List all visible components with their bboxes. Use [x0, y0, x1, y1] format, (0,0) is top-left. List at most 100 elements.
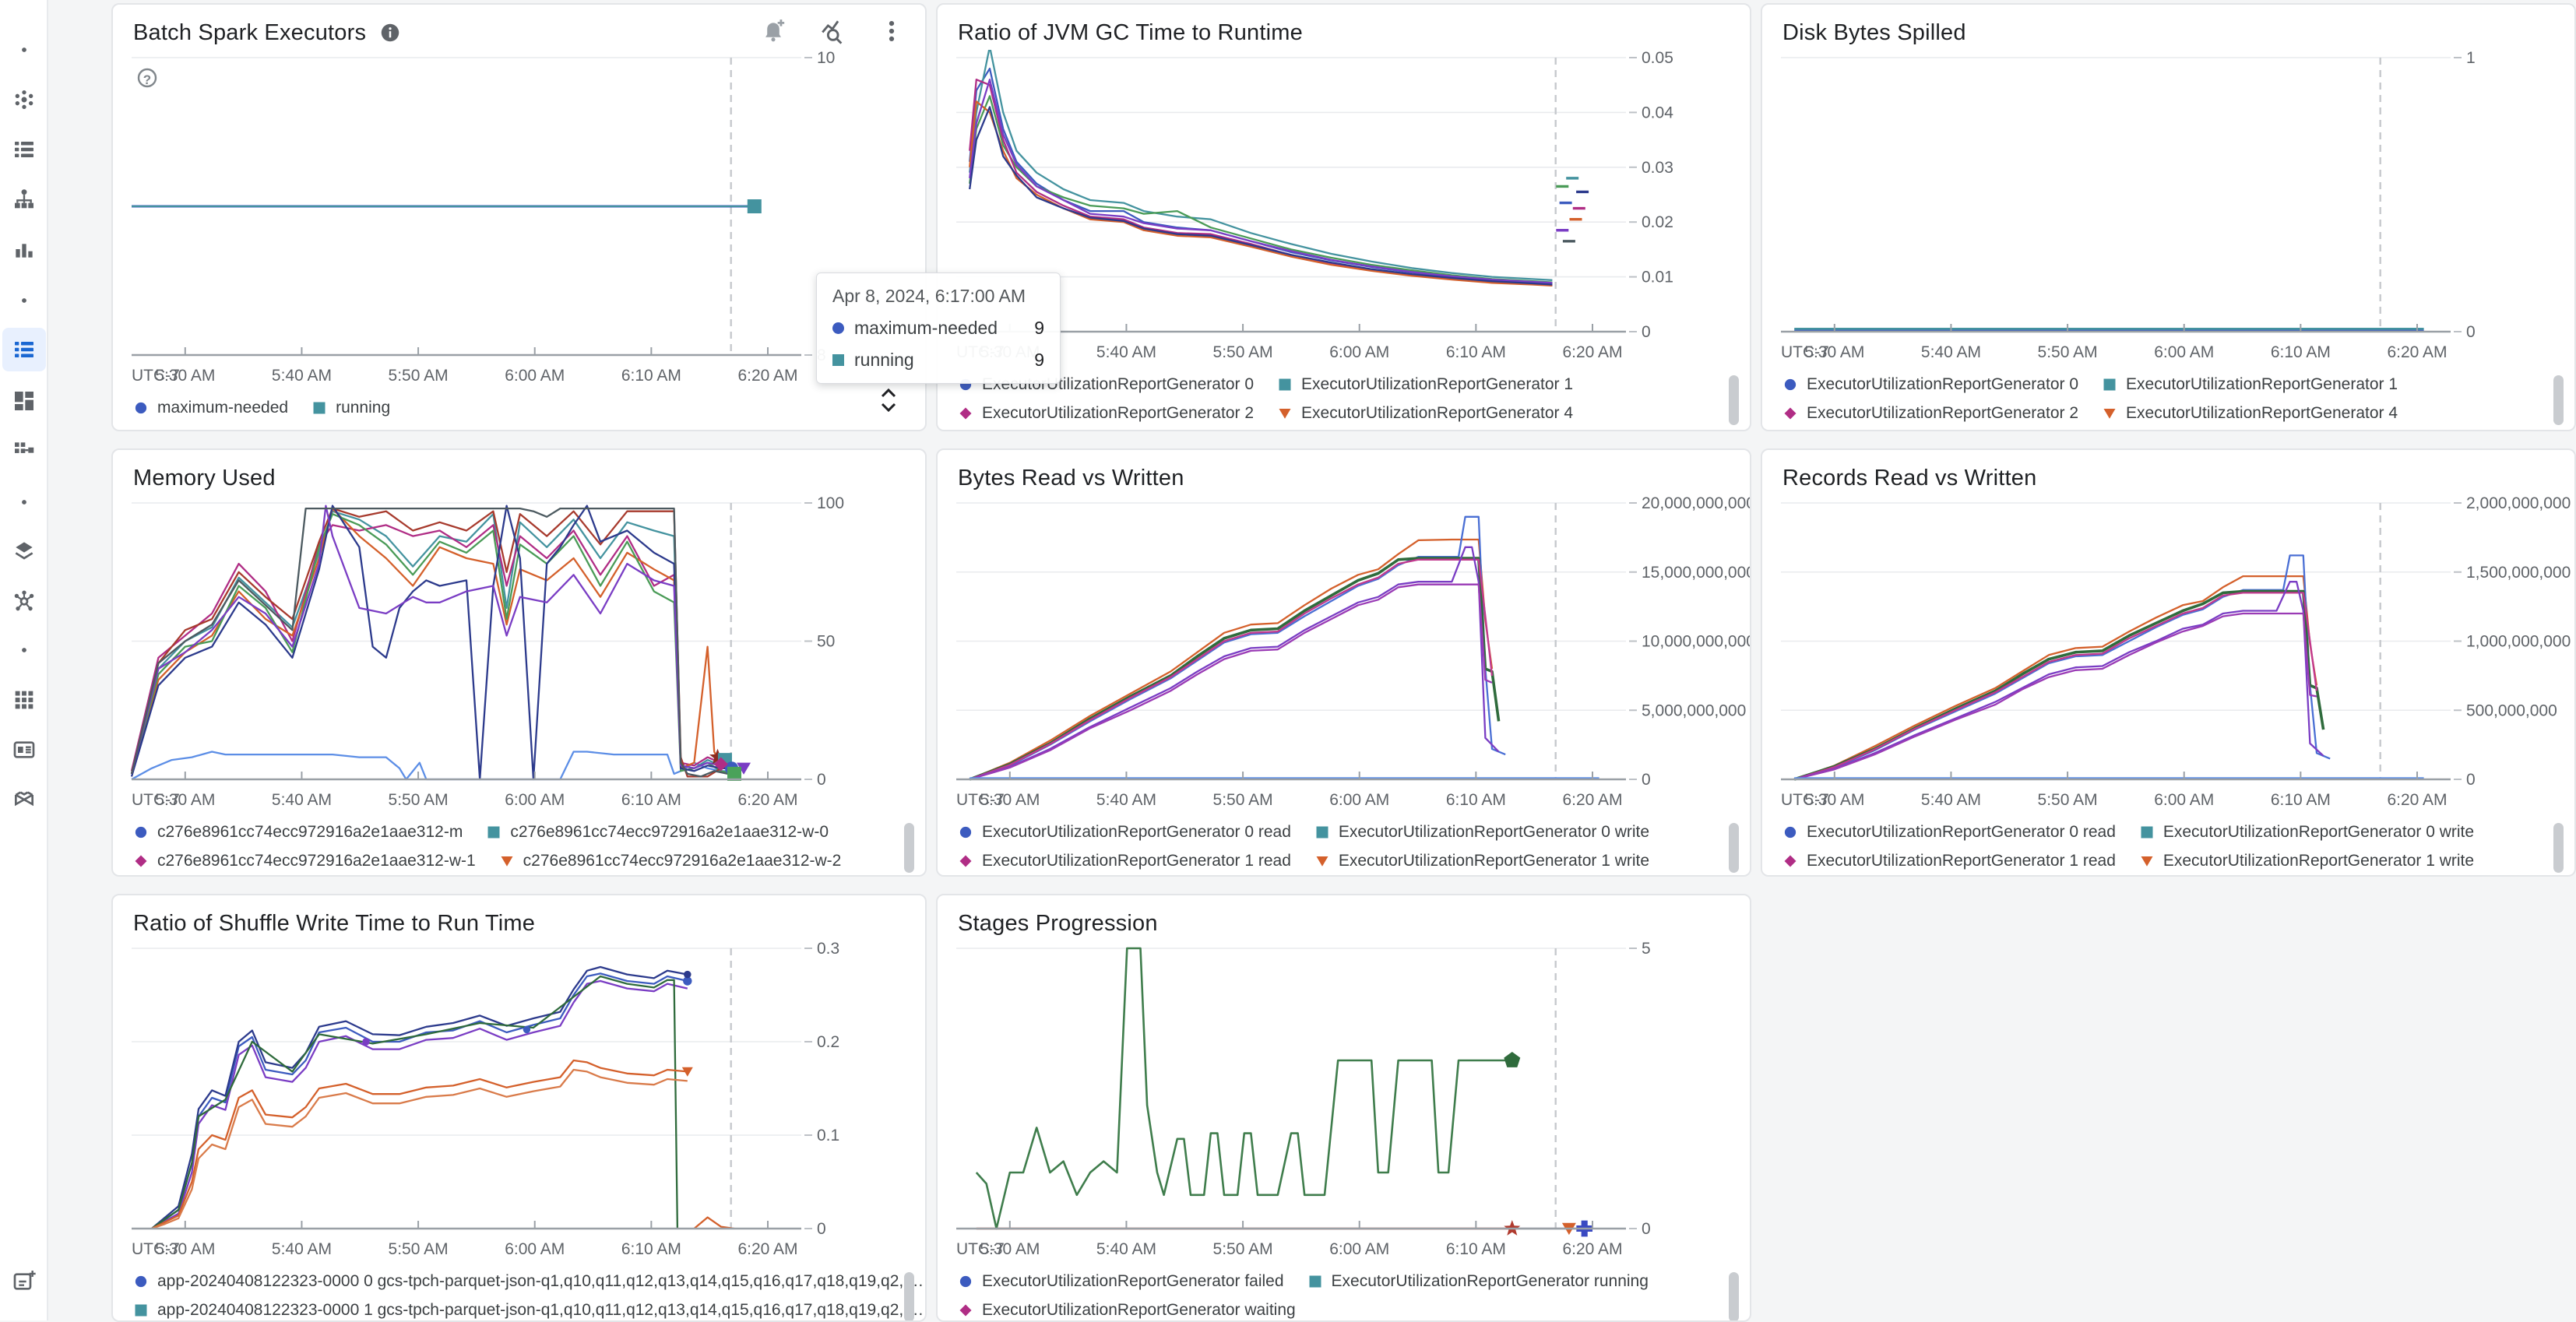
series-marker-square [832, 354, 844, 366]
nav-ribbon-icon[interactable] [2, 778, 46, 821]
svg-text:2,000,000,000: 2,000,000,000 [2466, 495, 2571, 512]
nav-dashboard-icon[interactable] [2, 379, 46, 423]
legend-item[interactable]: app-20240408122323-0000 1 gcs-tpch-parqu… [133, 1301, 925, 1320]
legend-item[interactable]: ExecutorUtilizationReportGenerator 1 rea… [958, 852, 1291, 870]
nav-apps-icon[interactable] [2, 678, 46, 722]
svg-text:?: ? [143, 72, 151, 87]
timezone-label: UTC-7 [132, 1240, 180, 1258]
legend-item[interactable]: maximum-needed [133, 399, 288, 417]
legend-item[interactable]: app-20240408122323-0000 0 gcs-tpch-parqu… [133, 1272, 927, 1291]
panel-disk-bytes-spilled: Disk Bytes Spilled 1 0 5:30 AM 5:40 AM 5:50 A… [1761, 3, 2576, 431]
chart-plot-disk-bytes-spilled[interactable]: 1 0 5:30 AM 5:40 AM 5:50 AM 6:00 AM 6:10 AM 6:2… [1762, 50, 2574, 372]
svg-text:1,500,000,000: 1,500,000,000 [2466, 564, 2571, 582]
svg-text:0.04: 0.04 [1642, 104, 1673, 121]
legend-item[interactable]: running [311, 399, 390, 417]
panel-header-batch-spark-executors: Batch Spark Executors [113, 5, 925, 50]
legend-label: ExecutorUtilizationReportGenerator faile… [982, 1272, 1284, 1290]
legend-item[interactable]: ExecutorUtilizationReportGenerator faile… [958, 1272, 1284, 1291]
timezone-label: UTC-7 [956, 791, 1005, 809]
legend-scrollbar[interactable] [2553, 823, 2564, 873]
svg-text:0.03: 0.03 [1642, 159, 1673, 177]
nav-metrics-icon[interactable] [2, 227, 46, 271]
nav-hierarchy-icon[interactable] [2, 178, 46, 221]
x-tick-label: 5:50 AM [389, 367, 449, 385]
info-icon[interactable] [378, 21, 402, 44]
svg-text:0: 0 [1642, 771, 1651, 789]
legend-item[interactable]: c276e8961cc74ecc972916a2e1aae312-w-1 [133, 852, 476, 870]
legend-item[interactable]: ExecutorUtilizationReportGenerator 2 [1782, 404, 2078, 423]
create-alert-icon[interactable] [760, 18, 787, 48]
legend-item[interactable]: ExecutorUtilizationReportGenerator 0 wri… [1314, 823, 1649, 842]
legend-item[interactable]: ExecutorUtilizationReportGenerator 2 [958, 404, 1254, 423]
nav-dot-2-icon [2, 279, 46, 322]
x-tick-label: 6:00 AM [1329, 343, 1389, 361]
panel-header-jvm-gc-ratio: Ratio of JVM GC Time to Runtime [938, 5, 1750, 50]
svg-text:0: 0 [1642, 323, 1651, 341]
legend-item[interactable]: ExecutorUtilizationReportGenerator 1 [2102, 375, 2398, 394]
svg-text:500,000,000: 500,000,000 [2466, 701, 2557, 719]
tooltip-row: running 9 [832, 350, 1044, 371]
chart-tooltip: Apr 8, 2024, 6:17:00 AM maximum-needed 9… [816, 272, 1061, 384]
legend-item[interactable]: ExecutorUtilizationReportGenerator 1 rea… [1782, 852, 2116, 870]
svg-text:100: 100 [817, 495, 844, 512]
legend-item[interactable]: ExecutorUtilizationReportGenerator 4 [1277, 404, 1573, 423]
legend-item[interactable]: ExecutorUtilizationReportGenerator runni… [1307, 1272, 1649, 1291]
view-in-metrics-explorer-icon[interactable] [819, 18, 846, 48]
legend-item[interactable]: ExecutorUtilizationReportGenerator 4 [2102, 404, 2398, 423]
chart-plot-bytes-read-vs-written[interactable]: 20,000,000,000 15,000,000,000 10,000,000,0… [938, 495, 1750, 820]
legend-item[interactable]: c276e8961cc74ecc972916a2e1aae312-m [133, 823, 463, 842]
left-sidebar [0, 0, 48, 1320]
legend-item[interactable]: ExecutorUtilizationReportGenerator 0 rea… [1782, 823, 2116, 842]
chart-plot-records-read-vs-written[interactable]: 2,000,000,000 1,500,000,000 1,000,000,000 5… [1762, 495, 2574, 820]
chart-plot-memory-used[interactable]: 100 50 0 5:30 AM 5:40 AM 5:50 AM 6:00 AM 6:10 A… [113, 495, 925, 820]
legend-scrollbar[interactable] [1729, 1272, 1739, 1320]
legend-item[interactable]: c276e8961cc74ecc972916a2e1aae312-w-0 [486, 823, 829, 842]
legend-item[interactable]: ExecutorUtilizationReportGenerator 0 wri… [2139, 823, 2474, 842]
chart-plot-stages-progression[interactable]: 5 0 5:30 AM 5:40 AM 5:50 AM 6:00 AM 6:10 AM 6:2… [938, 941, 1750, 1269]
legend-item[interactable]: ExecutorUtilizationReportGenerator 0 rea… [958, 823, 1291, 842]
legend-label: ExecutorUtilizationReportGenerator 1 [2126, 375, 2398, 393]
legend-item[interactable]: ExecutorUtilizationReportGenerator waiti… [958, 1301, 1296, 1320]
chart-legend: ExecutorUtilizationReportGenerator 0 rea… [938, 820, 1750, 870]
nav-list-icon[interactable] [2, 128, 46, 171]
nav-clusters-icon[interactable] [2, 78, 46, 121]
legend-item[interactable]: ExecutorUtilizationReportGenerator 1 wri… [1314, 852, 1649, 870]
nav-layers-icon[interactable] [2, 529, 46, 572]
svg-text:0.3: 0.3 [817, 941, 839, 958]
nav-card-icon[interactable] [2, 728, 46, 772]
legend-label: ExecutorUtilizationReportGenerator 0 [1807, 375, 2079, 393]
x-tick-label: 5:30 AM [155, 1240, 215, 1258]
legend-scrollbar[interactable] [1729, 375, 1739, 425]
nav-feedback-icon[interactable] [2, 1260, 46, 1303]
more-options-icon[interactable] [878, 18, 905, 48]
legend-expand-control[interactable] [877, 382, 900, 422]
legend-label: ExecutorUtilizationReportGenerator 1 rea… [1807, 852, 2116, 870]
nav-network-icon[interactable] [2, 578, 46, 622]
chart-plot-shuffle-write-ratio[interactable]: 0.3 0.2 0.1 0 5:30 AM 5:40 AM 5:50 AM 6:00 AM 6:… [113, 941, 925, 1269]
dashboard-grid: Batch Spark Executors1085:30 AM5:40 AM5:… [111, 3, 2576, 1322]
x-tick-label: 5:50 AM [389, 1240, 449, 1258]
x-tick-label: 5:30 AM [980, 1240, 1040, 1258]
x-tick-label: 6:00 AM [505, 791, 565, 809]
legend-scrollbar[interactable] [2553, 375, 2564, 425]
legend-label: ExecutorUtilizationReportGenerator 2 [1807, 404, 2079, 422]
svg-text:50: 50 [817, 633, 835, 651]
nav-batches-icon[interactable] [2, 328, 46, 371]
legend-label: ExecutorUtilizationReportGenerator 1 [1301, 375, 1574, 393]
legend-item[interactable]: c276e8961cc74ecc972916a2e1aae312-w-2 [499, 852, 841, 870]
legend-item[interactable]: ExecutorUtilizationReportGenerator 1 [1277, 375, 1573, 394]
x-tick-label: 5:50 AM [2038, 791, 2098, 809]
legend-scrollbar[interactable] [1729, 823, 1739, 873]
tooltip-series-label: running [854, 350, 914, 370]
legend-label: app-20240408122323-0000 0 gcs-tpch-parqu… [157, 1272, 927, 1290]
legend-scrollbar[interactable] [904, 1272, 914, 1320]
legend-scrollbar[interactable] [904, 823, 914, 873]
legend-item[interactable]: ExecutorUtilizationReportGenerator 1 wri… [2139, 852, 2474, 870]
chart-plot-batch-spark-executors[interactable]: 1085:30 AM5:40 AM5:50 AM6:00 AM6:10 AM6:… [113, 50, 925, 396]
legend-item[interactable]: ExecutorUtilizationReportGenerator 0 [1782, 375, 2078, 394]
nav-workflows-icon[interactable] [2, 429, 46, 473]
help-icon[interactable]: ? [137, 68, 157, 88]
x-tick-label: 6:10 AM [2271, 343, 2331, 361]
chart-legend: ExecutorUtilizationReportGenerator 0 Exec… [1762, 372, 2574, 423]
